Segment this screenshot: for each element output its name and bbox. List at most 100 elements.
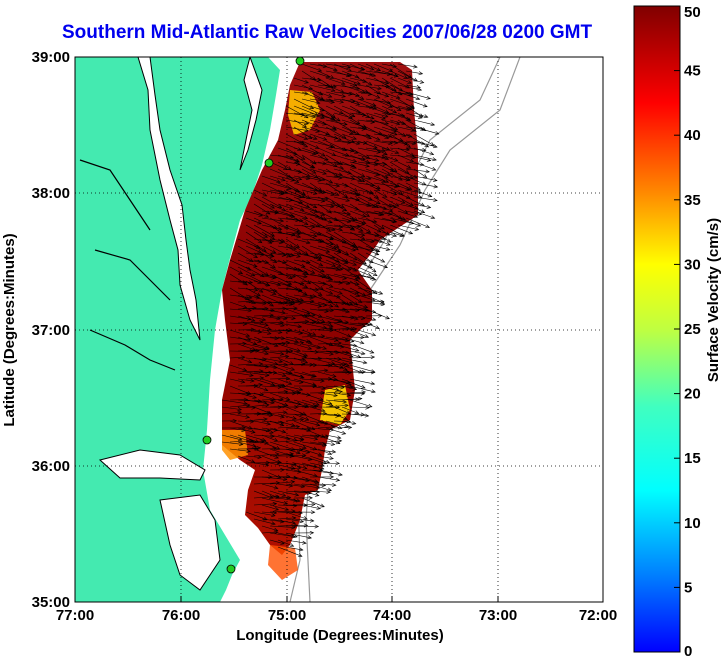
velocity-vector xyxy=(349,154,370,164)
velocity-vector-head xyxy=(291,316,296,320)
velocity-vector xyxy=(301,140,320,149)
velocity-vector xyxy=(317,371,336,377)
velocity-vector-head xyxy=(370,289,376,294)
velocity-vector-head xyxy=(395,95,401,100)
x-axis-label: Longitude (Degrees:Minutes) xyxy=(236,627,444,644)
velocity-vector-head xyxy=(282,404,287,409)
velocity-vector-head xyxy=(265,403,270,408)
velocity-vector xyxy=(285,518,304,523)
velocity-vector-head xyxy=(279,218,285,223)
velocity-vector-head xyxy=(300,374,305,379)
velocity-vector-head xyxy=(314,492,320,497)
velocity-vector-head xyxy=(267,411,272,416)
velocity-vector xyxy=(293,525,319,527)
velocity-vector-head xyxy=(257,220,262,225)
velocity-vector xyxy=(285,140,304,144)
velocity-vector-head xyxy=(281,177,286,182)
velocity-vector xyxy=(285,252,301,258)
velocity-vector-head xyxy=(317,291,323,296)
velocity-vector-head xyxy=(307,340,313,344)
velocity-vector-head xyxy=(237,410,242,415)
velocity-vector-head xyxy=(273,485,279,490)
velocity-vector-head xyxy=(299,207,305,212)
velocity-vector xyxy=(253,203,271,215)
velocity-vector-head xyxy=(271,291,277,295)
velocity-vector xyxy=(349,391,366,394)
velocity-vector-head xyxy=(328,179,334,184)
velocity-vector xyxy=(261,336,279,339)
velocity-vector-head xyxy=(368,264,373,269)
velocity-vector-head xyxy=(278,300,283,305)
velocity-vector xyxy=(381,91,400,99)
velocity-vector xyxy=(309,441,326,445)
velocity-vector-head xyxy=(320,408,326,413)
velocity-vector-head xyxy=(313,136,318,140)
velocity-vector-head xyxy=(280,383,285,388)
velocity-vector-head xyxy=(335,477,341,482)
velocity-vector xyxy=(301,335,325,338)
velocity-vector-head xyxy=(353,301,359,306)
velocity-vector-head xyxy=(320,238,325,243)
velocity-vector-head xyxy=(298,547,304,552)
velocity-vector-head xyxy=(345,350,350,355)
velocity-vector-head xyxy=(299,417,305,422)
velocity-vector-head xyxy=(339,204,345,208)
velocity-vector-head xyxy=(320,503,325,508)
velocity-vector-head xyxy=(336,117,341,122)
y-axis: 39:00 38:00 37:00 36:00 35:00 Latitude (… xyxy=(1,49,70,611)
velocity-vector-head xyxy=(253,254,258,258)
velocity-vector-head xyxy=(360,232,366,237)
velocity-vector-head xyxy=(344,301,350,306)
velocity-vector-head xyxy=(297,553,303,557)
velocity-vector xyxy=(253,280,270,286)
velocity-vector xyxy=(277,539,294,547)
velocity-vector xyxy=(357,287,376,294)
velocity-vector xyxy=(357,322,373,325)
velocity-vector-head xyxy=(355,293,361,297)
velocity-vector xyxy=(341,140,360,145)
velocity-vector-head xyxy=(253,287,259,292)
velocity-vector xyxy=(349,252,367,265)
velocity-vector-head xyxy=(326,227,332,232)
velocity-vector xyxy=(301,378,325,382)
velocity-vector xyxy=(309,448,336,453)
velocity-vector xyxy=(293,413,309,421)
velocity-vector-head xyxy=(352,386,358,391)
velocity-vector-head xyxy=(360,412,366,417)
velocity-vector xyxy=(333,259,357,272)
velocity-vector xyxy=(261,504,279,511)
velocity-vector-head xyxy=(246,449,251,453)
velocity-vector xyxy=(317,455,334,459)
colorbar-tick-label: 15 xyxy=(684,450,701,467)
velocity-vector xyxy=(317,322,333,327)
x-tick-label: 74:00 xyxy=(373,607,411,624)
velocity-vector-head xyxy=(386,241,391,246)
velocity-vector xyxy=(237,434,259,443)
velocity-vector xyxy=(277,497,297,502)
velocity-vector-head xyxy=(303,352,309,357)
velocity-vector-head xyxy=(270,308,275,313)
colorbar-tick-label: 30 xyxy=(684,256,701,273)
velocity-vector-head xyxy=(250,318,256,322)
velocity-vector-head xyxy=(337,137,343,141)
velocity-vector xyxy=(253,399,275,404)
velocity-vector xyxy=(397,63,418,68)
velocity-vector xyxy=(245,224,268,238)
velocity-vector xyxy=(325,119,348,125)
velocity-vector xyxy=(333,196,350,202)
velocity-vector xyxy=(229,322,247,325)
velocity-vector xyxy=(325,224,343,228)
velocity-vector xyxy=(405,182,421,191)
velocity-vector xyxy=(413,161,436,171)
velocity-vector xyxy=(301,406,318,408)
velocity-vector xyxy=(261,511,277,514)
velocity-vector-head xyxy=(340,81,346,86)
velocity-vector xyxy=(237,363,263,366)
velocity-vector xyxy=(309,70,330,78)
velocity-vector-head xyxy=(330,88,336,93)
velocity-vector xyxy=(397,210,418,218)
velocity-vector-head xyxy=(328,303,334,308)
velocity-vector-head xyxy=(346,393,352,397)
velocity-vector xyxy=(405,70,423,75)
velocity-vector-head xyxy=(345,363,350,367)
